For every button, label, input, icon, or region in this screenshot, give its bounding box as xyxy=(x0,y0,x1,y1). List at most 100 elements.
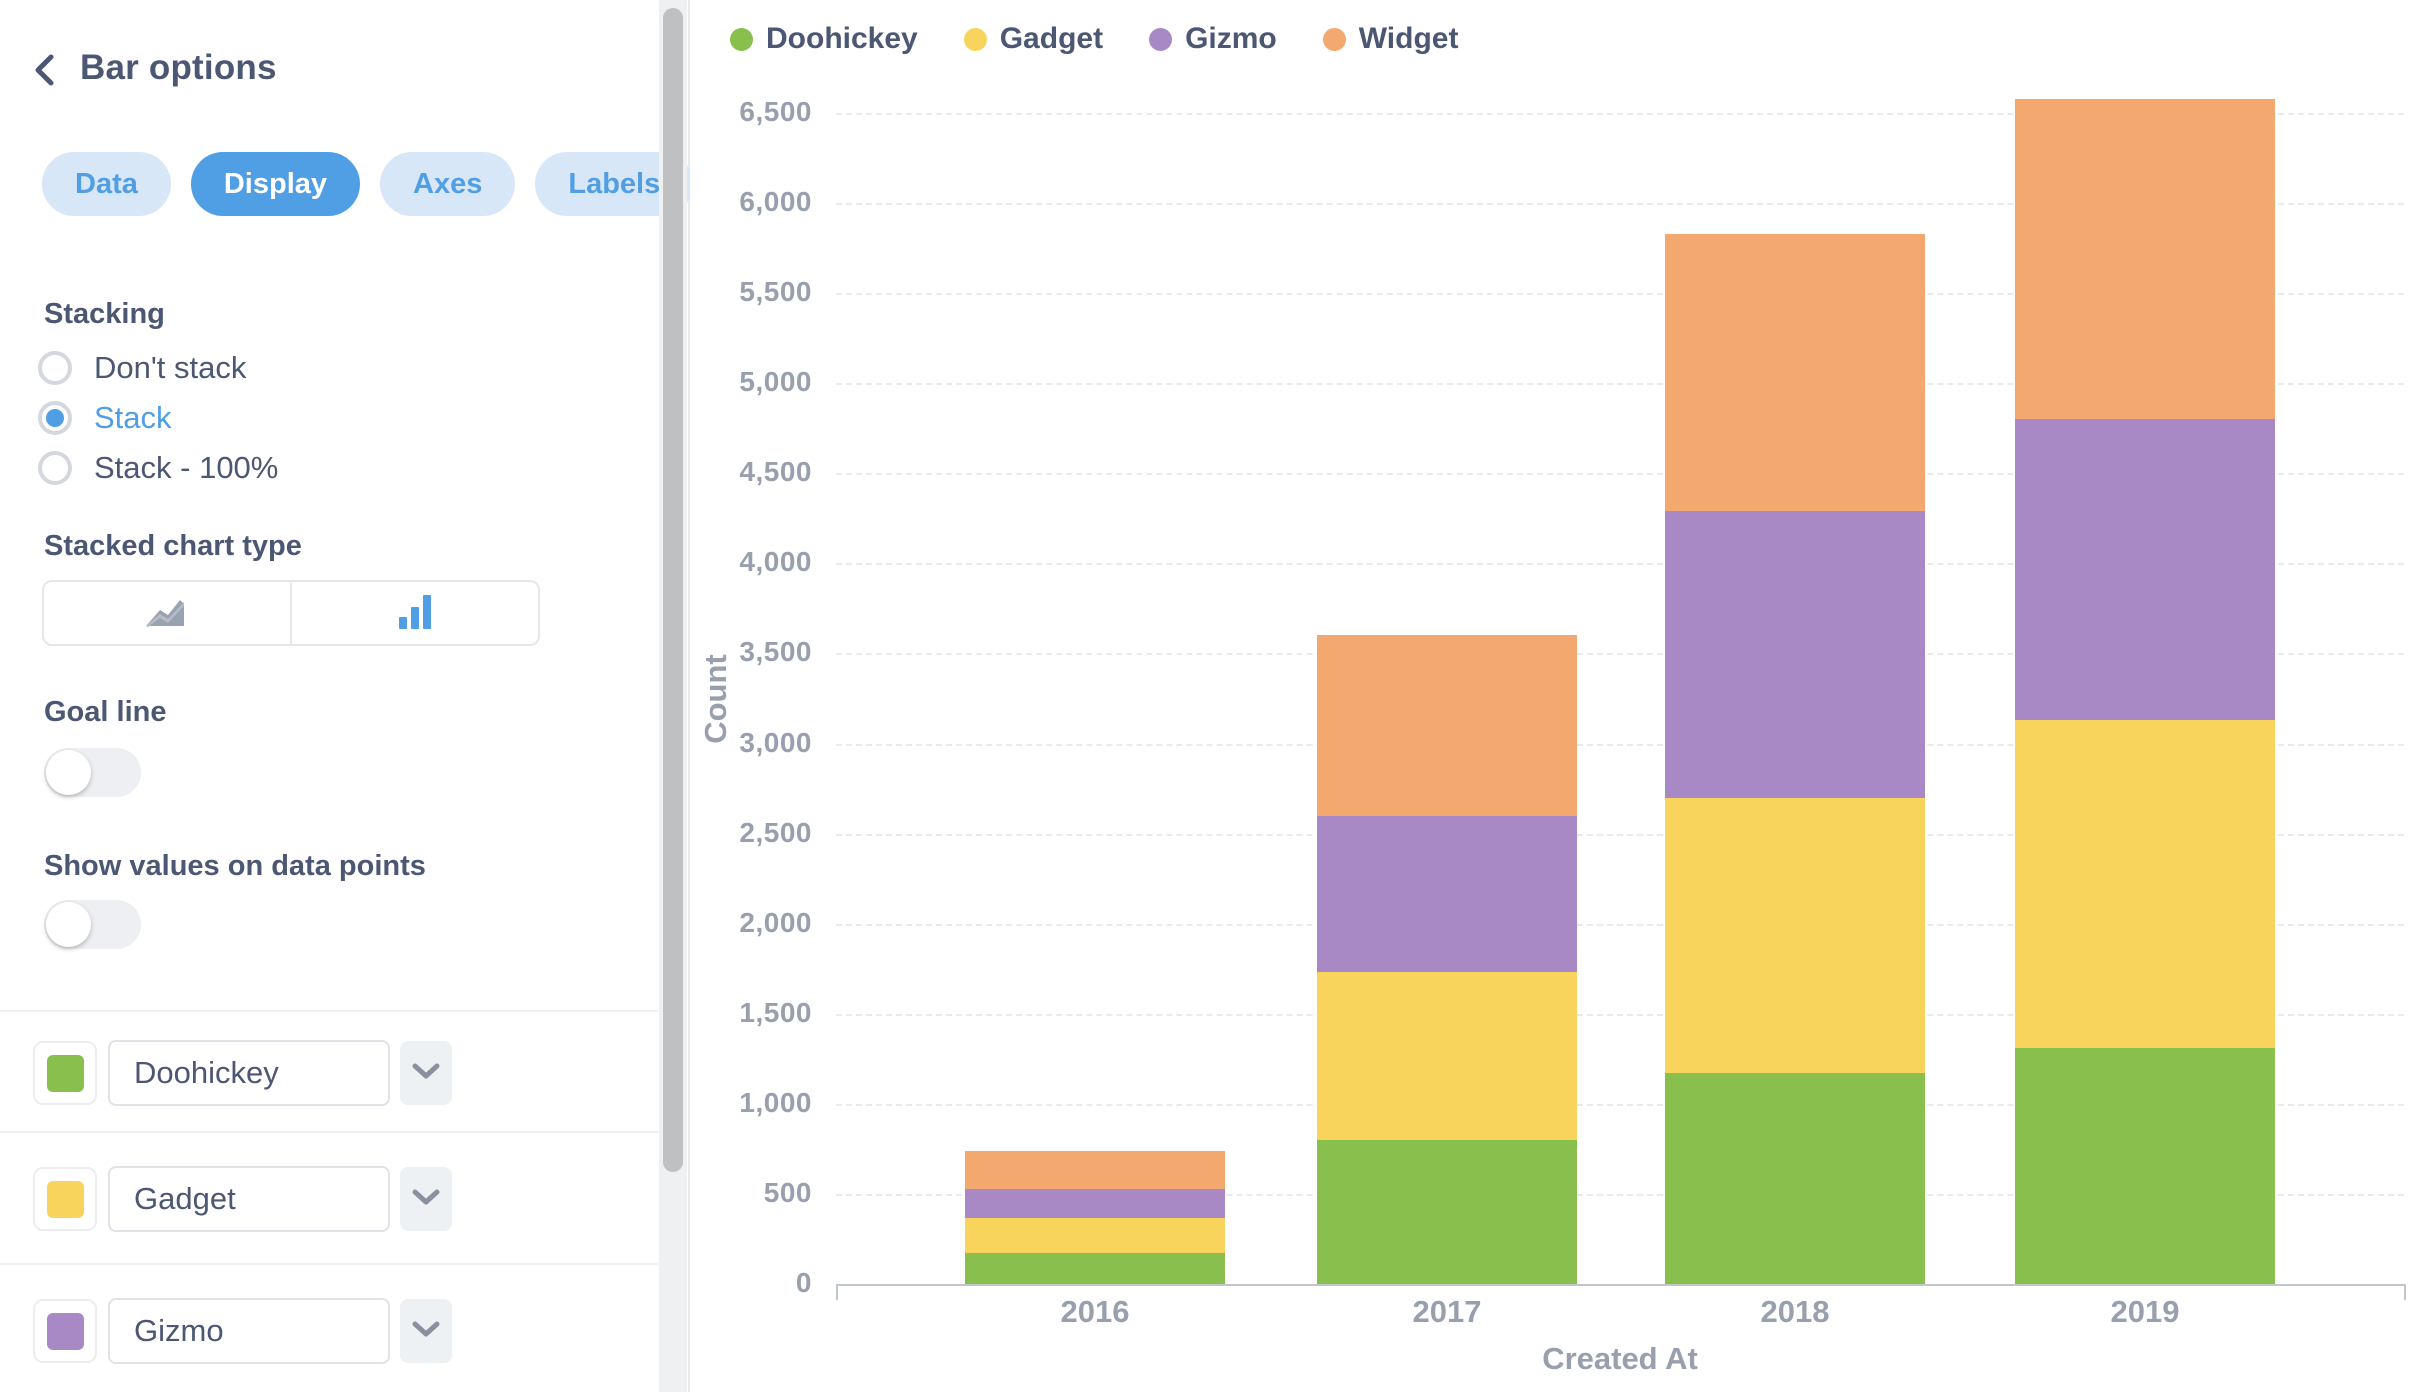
tab-display[interactable]: Display xyxy=(190,152,361,216)
stacked-bar-chart: Doohickey Gadget Gizmo Widget 0 500 1,000 1,50… xyxy=(690,0,2428,1392)
gridline xyxy=(836,1013,2404,1016)
page-title: Bar options xyxy=(80,48,277,87)
chevron-down-icon xyxy=(411,1319,441,1344)
divider xyxy=(0,1131,658,1133)
legend-label: Widget xyxy=(1358,22,1459,55)
y-axis-tick-label: 6,500 xyxy=(739,96,812,127)
series-name-input[interactable]: Gadget xyxy=(108,1166,390,1232)
x-axis-tick-label: 2016 xyxy=(1060,1294,1130,1329)
tab-axes[interactable]: Axes xyxy=(380,152,516,216)
bar-segment-gadget-2018[interactable] xyxy=(1665,797,1925,1074)
bar-segment-doohickey-2016[interactable] xyxy=(965,1253,1225,1284)
area-chart-type-button[interactable] xyxy=(44,582,290,644)
x-axis-line xyxy=(836,1284,2404,1286)
y-axis-tick-label: 1,000 xyxy=(739,1086,812,1118)
bar-segment-gadget-2019[interactable] xyxy=(2015,720,2275,1048)
gridline xyxy=(836,1193,2404,1196)
series-expand-button[interactable] xyxy=(400,1299,452,1363)
bar-segment-widget-2018[interactable] xyxy=(1665,233,1925,512)
gridline xyxy=(836,743,2404,746)
legend-item-doohickey[interactable]: Doohickey xyxy=(730,22,918,56)
show-values-heading: Show values on data points xyxy=(44,850,426,882)
legend-label: Doohickey xyxy=(766,22,918,55)
stacked-chart-type-heading: Stacked chart type xyxy=(44,530,302,562)
legend-label: Gizmo xyxy=(1185,22,1277,55)
radio-stack-100[interactable]: Stack - 100% xyxy=(38,450,278,486)
back-button[interactable] xyxy=(26,50,66,90)
radio-dont-stack[interactable]: Don't stack xyxy=(38,350,246,386)
bar-segment-widget-2016[interactable] xyxy=(965,1150,1225,1190)
tab-data[interactable]: Data xyxy=(42,152,171,216)
y-axis-tick-label: 3,000 xyxy=(739,726,812,758)
series-color-swatch[interactable] xyxy=(33,1299,97,1363)
y-axis-tick-label: 5,500 xyxy=(739,276,812,308)
gridline xyxy=(836,113,2404,115)
x-axis-tick-label: 2018 xyxy=(1760,1294,1830,1329)
bar-segment-widget-2019[interactable] xyxy=(2015,99,2275,420)
y-axis-tick-label: 500 xyxy=(763,1176,812,1208)
x-axis-tick-label: 2019 xyxy=(2110,1294,2180,1329)
goal-line-heading: Goal line xyxy=(44,696,167,728)
chevron-down-icon xyxy=(411,1187,441,1212)
bar-segment-doohickey-2019[interactable] xyxy=(2015,1047,2275,1284)
gizmo-color xyxy=(46,1312,84,1350)
gridline xyxy=(836,203,2404,206)
series-row-gizmo: Gizmo xyxy=(0,1270,658,1392)
legend-dot xyxy=(963,27,987,51)
bar-segment-gadget-2017[interactable] xyxy=(1317,972,1577,1140)
x-axis-tick-label: 2017 xyxy=(1412,1294,1482,1329)
gadget-color xyxy=(46,1180,84,1218)
y-axis-tick-label: 2,000 xyxy=(739,906,812,938)
axis-end-tick xyxy=(2404,1284,2406,1300)
settings-tabs: Data Display Axes Labels xyxy=(42,152,713,216)
chart-legend: Doohickey Gadget Gizmo Widget xyxy=(730,22,1504,56)
radio-icon xyxy=(38,451,72,485)
bar-segment-gizmo-2017[interactable] xyxy=(1317,815,1577,973)
y-axis-tick-label: 6,000 xyxy=(739,186,812,218)
gridline xyxy=(836,383,2404,386)
series-color-swatch[interactable] xyxy=(33,1041,97,1105)
doohickey-color xyxy=(46,1054,84,1092)
legend-item-widget[interactable]: Widget xyxy=(1322,22,1459,56)
radio-icon xyxy=(38,351,72,385)
y-axis-tick-label: 2,500 xyxy=(739,816,812,848)
bar-segment-gizmo-2016[interactable] xyxy=(965,1189,1225,1219)
gridline xyxy=(836,293,2404,296)
divider xyxy=(0,1263,658,1265)
series-row-gadget: Gadget xyxy=(0,1138,658,1268)
gridline xyxy=(836,653,2404,656)
sidebar-scrollbar-thumb[interactable] xyxy=(663,8,683,1172)
series-expand-button[interactable] xyxy=(400,1167,452,1231)
bar-segment-widget-2017[interactable] xyxy=(1317,635,1577,816)
bar-segment-gizmo-2018[interactable] xyxy=(1665,511,1925,798)
y-axis-tick-label: 0 xyxy=(795,1267,812,1298)
series-name-input[interactable]: Doohickey xyxy=(108,1040,390,1106)
goal-line-toggle[interactable] xyxy=(44,748,141,797)
chevron-left-icon xyxy=(26,54,66,94)
legend-item-gadget[interactable]: Gadget xyxy=(963,22,1103,56)
y-axis-tick-label: 3,500 xyxy=(739,636,812,668)
radio-stack[interactable]: Stack xyxy=(38,400,172,436)
toggle-knob xyxy=(46,902,91,947)
chevron-down-icon xyxy=(411,1061,441,1086)
series-color-swatch[interactable] xyxy=(33,1167,97,1231)
area-chart-icon xyxy=(144,594,190,633)
y-axis-tick-label: 4,000 xyxy=(739,546,812,578)
bar-segment-doohickey-2017[interactable] xyxy=(1317,1139,1577,1284)
bar-segment-doohickey-2018[interactable] xyxy=(1665,1073,1925,1284)
bar-chart-type-button[interactable] xyxy=(290,582,538,644)
series-expand-button[interactable] xyxy=(400,1041,452,1105)
toggle-knob xyxy=(46,750,91,795)
series-row-doohickey: Doohickey xyxy=(0,1012,658,1142)
stacking-heading: Stacking xyxy=(44,298,165,330)
chart-options-sidebar: Bar options Data Display Axes Labels Sta… xyxy=(0,0,694,1392)
legend-dot xyxy=(1149,27,1173,51)
bar-segment-gadget-2016[interactable] xyxy=(965,1218,1225,1254)
x-axis-title: Created At xyxy=(1542,1341,1698,1376)
show-values-toggle[interactable] xyxy=(44,900,141,949)
legend-item-gizmo[interactable]: Gizmo xyxy=(1149,22,1277,56)
y-axis-title: Count xyxy=(698,653,733,744)
series-name-input[interactable]: Gizmo xyxy=(108,1298,390,1364)
bar-segment-gizmo-2019[interactable] xyxy=(2015,419,2275,721)
